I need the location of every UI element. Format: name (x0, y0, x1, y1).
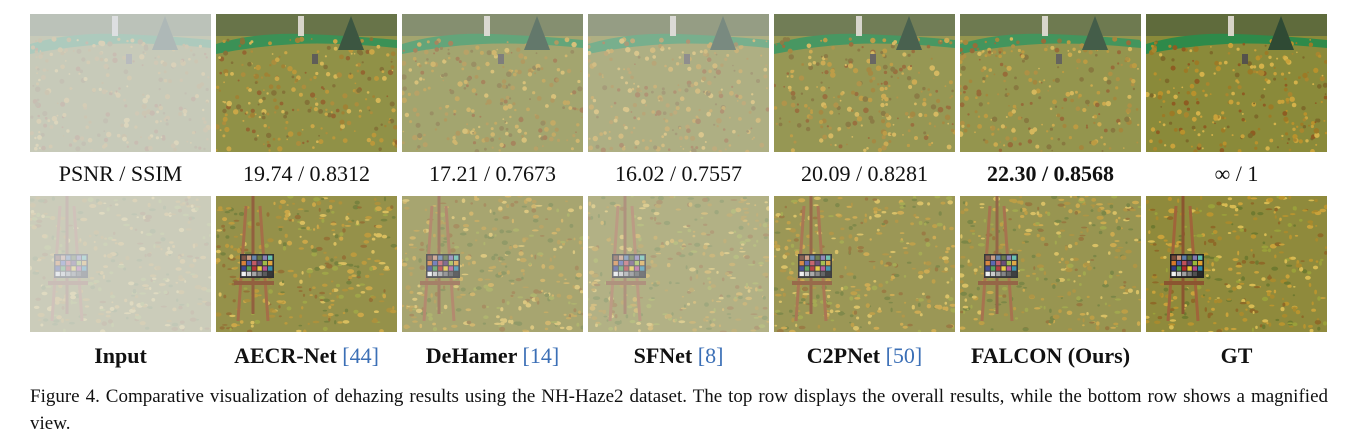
magnified-image-sfnet (588, 196, 769, 332)
metric-dehamer: 17.21 / 0.7673 (428, 161, 557, 186)
overall-image-aecr (216, 14, 397, 152)
method-name: C2PNet (806, 343, 881, 368)
overall-image-input (30, 14, 211, 152)
metric-gt: ∞ / 1 (1214, 161, 1259, 186)
magnified-image-gt (1146, 196, 1327, 332)
citation-link[interactable]: [44] (342, 343, 379, 368)
overall-image-dehamer (402, 14, 583, 152)
metric-sfnet: 16.02 / 0.7557 (614, 161, 743, 186)
method-label-sfnet: SFNet [8] (588, 343, 769, 369)
magnified-image-input (30, 196, 211, 332)
method-labels-row: Input AECR-Net [44] DeHamer [14] SFNet [8] C… (30, 332, 1328, 380)
figure-grid: PSNR / SSIM 19.74 / 0.8312 17.21 / 0.7673… (30, 14, 1328, 380)
method-label-gt: GT (1146, 343, 1327, 369)
magnified-results-row (30, 196, 1328, 332)
magnified-image-dehamer (402, 196, 583, 332)
method-name: Input (94, 343, 147, 368)
metric-c2pnet: 20.09 / 0.8281 (800, 161, 929, 186)
metric-aecr: 19.74 / 0.8312 (242, 161, 371, 186)
method-name: GT (1220, 343, 1253, 368)
overall-results-row (30, 14, 1328, 152)
overall-image-falcon (960, 14, 1141, 152)
citation-link[interactable]: [50] (885, 343, 923, 368)
magnified-image-falcon (960, 196, 1141, 332)
method-name: AECR-Net (234, 343, 337, 368)
method-label-falcon: FALCON (Ours) (960, 343, 1141, 369)
method-name: DeHamer (425, 343, 518, 368)
citation-link[interactable]: [8] (697, 343, 724, 368)
method-label-aecr: AECR-Net [44] (216, 343, 397, 369)
overall-image-sfnet (588, 14, 769, 152)
figure-caption: Figure 4. Comparative visualization of d… (30, 386, 1328, 434)
method-name: SFNet (633, 343, 693, 368)
magnified-image-c2pnet (774, 196, 955, 332)
method-label-c2pnet: C2PNet [50] (774, 343, 955, 369)
magnified-image-aecr (216, 196, 397, 332)
citation-link[interactable]: [14] (522, 343, 560, 368)
metric-falcon: 22.30 / 0.8568 (986, 161, 1115, 186)
overall-image-c2pnet (774, 14, 955, 152)
method-label-dehamer: DeHamer [14] (402, 343, 583, 369)
method-name: FALCON (Ours) (970, 343, 1131, 368)
metrics-header: PSNR / SSIM (58, 161, 183, 186)
metrics-row: PSNR / SSIM 19.74 / 0.8312 17.21 / 0.7673… (30, 152, 1328, 196)
overall-image-gt (1146, 14, 1327, 152)
method-label-input: Input (30, 343, 211, 369)
